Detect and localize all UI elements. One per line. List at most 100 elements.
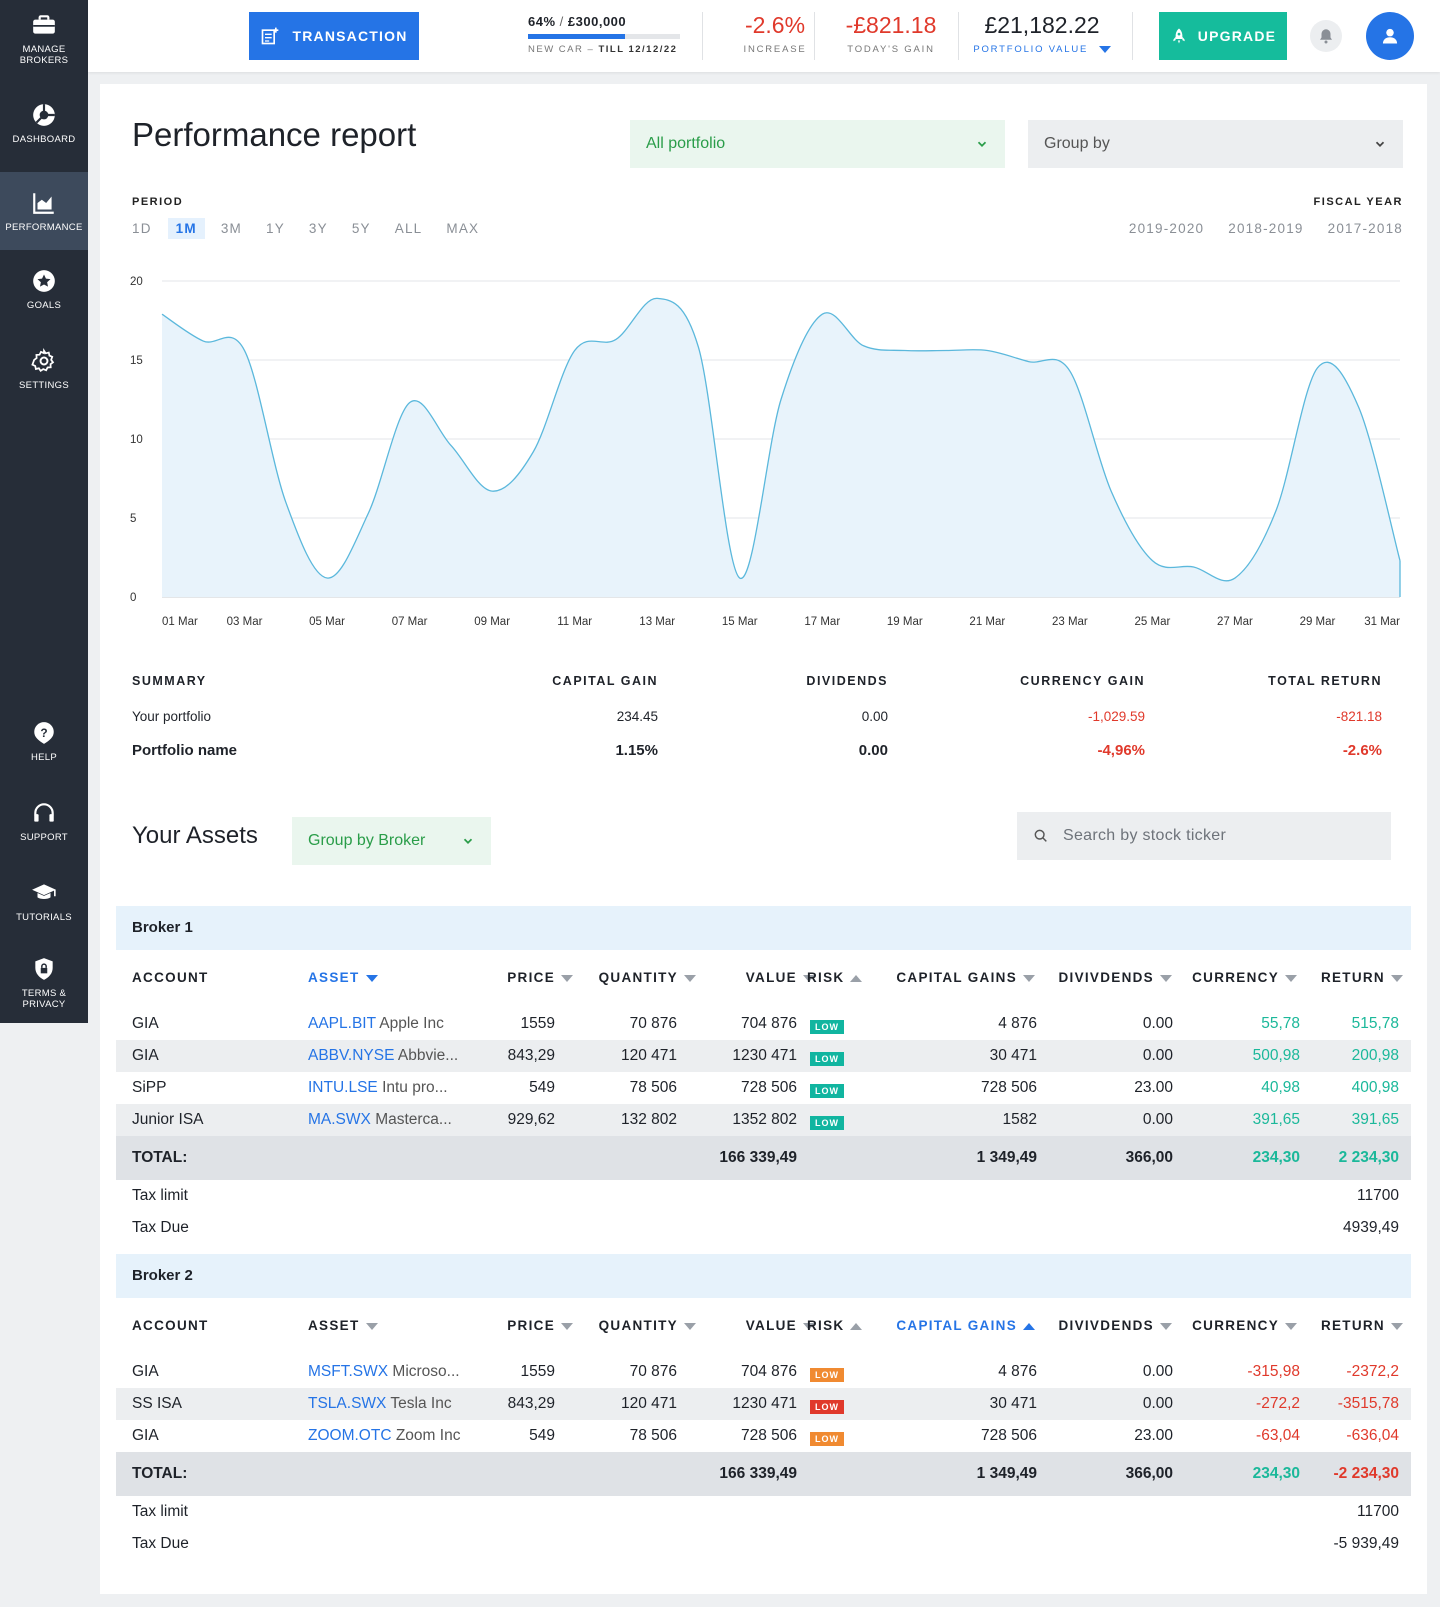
table-row[interactable]: GIA AAPL.BIT Apple Inc 1559 70 876 704 8… [116, 1008, 1411, 1040]
cell-return: 391,65 [1351, 1111, 1399, 1128]
col-price[interactable]: PRICE [507, 1318, 573, 1333]
summary-header-capital-gain: CAPITAL GAIN [552, 674, 658, 688]
period-all[interactable]: ALL [394, 221, 423, 236]
table-row[interactable]: GIA ABBV.NYSE Abbvie... 843,29 120 471 1… [116, 1040, 1411, 1072]
add-document-icon [262, 27, 279, 45]
col-currency[interactable]: CURRENCY [1192, 970, 1297, 985]
col-account[interactable]: ACCOUNT [132, 1318, 209, 1333]
upgrade-button[interactable]: UPGRADE [1159, 12, 1287, 60]
cell-return: 400,98 [1351, 1079, 1399, 1096]
y-tick-label: 15 [130, 355, 143, 367]
cell-dividends: 23.00 [1134, 1427, 1173, 1444]
table-row[interactable]: GIA MSFT.SWX Microso... 1559 70 876 704 … [116, 1356, 1411, 1388]
period-3y[interactable]: 3Y [308, 221, 328, 236]
period-5y[interactable]: 5Y [351, 221, 371, 236]
sidebar-item-tutorials[interactable]: TUTORIALS [0, 862, 88, 940]
goal-amount: £300,000 [567, 14, 627, 29]
cell-quantity: 132 802 [620, 1111, 677, 1128]
table-row[interactable]: SiPP INTU.LSE Intu pro... 549 78 506 728… [116, 1072, 1411, 1104]
col-account[interactable]: ACCOUNT [132, 970, 209, 985]
table-row[interactable]: Junior ISA MA.SWX Masterca... 929,62 132… [116, 1104, 1411, 1136]
stock-search-input[interactable] [1063, 827, 1363, 845]
goal-progress[interactable]: 64% / £300,000 NEW CAR – TILL 12/12/22 [528, 14, 688, 55]
col-label: PRICE [507, 1318, 555, 1333]
col-quantity[interactable]: QUANTITY [599, 970, 696, 985]
cell-dividends: 0.00 [1142, 1395, 1173, 1412]
group-by-broker-select[interactable]: Group by Broker [292, 817, 491, 865]
col-label: CURRENCY [1192, 1318, 1279, 1333]
gear-icon [31, 347, 55, 372]
cell-quantity: 120 471 [620, 1047, 677, 1064]
sidebar-item-terms-privacy[interactable]: TERMS & PRIVACY [0, 944, 88, 1022]
notifications-button[interactable] [1310, 20, 1342, 52]
col-dividends[interactable]: DIVIVDENDS [1058, 1318, 1172, 1333]
period-1m[interactable]: 1M [167, 218, 205, 239]
add-transaction-button[interactable]: TRANSACTION [249, 12, 419, 60]
user-avatar-button[interactable] [1366, 12, 1414, 60]
col-currency[interactable]: CURRENCY [1192, 1318, 1297, 1333]
fiscal-year-2018-2019[interactable]: 2018-2019 [1228, 221, 1304, 236]
portfolio-value-stat[interactable]: £21,182.22 PORTFOLIO VALUE [972, 12, 1112, 55]
col-asset[interactable]: ASSET [308, 970, 378, 985]
col-return[interactable]: RETURN [1321, 1318, 1403, 1333]
asset-ticker-link[interactable]: ZOOM.OTC [308, 1427, 392, 1444]
asset-ticker-link[interactable]: TSLA.SWX [308, 1395, 387, 1412]
fiscal-year-2017-2018[interactable]: 2017-2018 [1327, 221, 1403, 236]
period-1y[interactable]: 1Y [265, 221, 285, 236]
sort-desc-icon [1285, 974, 1297, 982]
col-label: RETURN [1320, 1318, 1385, 1333]
col-return[interactable]: RETURN [1321, 970, 1403, 985]
period-3m[interactable]: 3M [220, 221, 242, 236]
todays-gain-value: -£821.18 [845, 12, 937, 38]
col-value[interactable]: VALUE [746, 970, 815, 985]
col-label: CAPITAL GAINS [896, 970, 1017, 985]
col-value[interactable]: VALUE [746, 1318, 815, 1333]
table-row[interactable]: GIA ZOOM.OTC Zoom Inc 549 78 506 728 506… [116, 1420, 1411, 1452]
period-max[interactable]: MAX [446, 221, 480, 236]
sidebar-item-goals[interactable]: GOALS [0, 250, 88, 328]
cell-capital-gains: 4 876 [998, 1015, 1037, 1032]
col-capital-gains[interactable]: CAPITAL GAINS [896, 1318, 1035, 1333]
asset-ticker-link[interactable]: ABBV.NYSE [308, 1047, 395, 1064]
asset-ticker-link[interactable]: AAPL.BIT [308, 1015, 376, 1032]
col-risk[interactable]: RISK [807, 1318, 863, 1333]
col-label: DIVIVDENDS [1058, 1318, 1154, 1333]
table-row[interactable]: SS ISA TSLA.SWX Tesla Inc 843,29 120 471… [116, 1388, 1411, 1420]
group-by-select[interactable]: Group by [1028, 120, 1403, 168]
col-asset[interactable]: ASSET [308, 1318, 378, 1333]
sidebar-item-help[interactable]: ? HELP [0, 702, 88, 780]
broker-table: Broker 2 ACCOUNT ASSET PRICE QUANTITY VA… [116, 1254, 1411, 1560]
sidebar-item-dashboard[interactable]: DASHBOARD [0, 84, 88, 162]
cell-currency: 40,98 [1261, 1079, 1300, 1096]
goal-name: NEW CAR [528, 44, 584, 55]
col-price[interactable]: PRICE [507, 970, 573, 985]
asset-ticker-link[interactable]: MSFT.SWX [308, 1363, 389, 1380]
fiscal-year-2019-2020[interactable]: 2019-2020 [1128, 221, 1205, 236]
goal-percent: 64% [528, 14, 556, 29]
asset-ticker-link[interactable]: INTU.LSE [308, 1079, 378, 1096]
col-capital-gains[interactable]: CAPITAL GAINS [896, 970, 1035, 985]
x-tick-label: 05 Mar [309, 616, 345, 628]
sort-desc-icon [561, 1322, 573, 1330]
cell-return: -2372,2 [1346, 1363, 1399, 1380]
sidebar-item-settings[interactable]: SETTINGS [0, 330, 88, 408]
sidebar-item-support[interactable]: SUPPORT [0, 782, 88, 860]
cell-value: 728 506 [740, 1079, 797, 1096]
period-1d[interactable]: 1D [132, 221, 152, 236]
col-quantity[interactable]: QUANTITY [599, 1318, 696, 1333]
sort-desc-icon [1391, 974, 1403, 982]
chevron-down-icon [977, 141, 987, 147]
table-header-row: ACCOUNT ASSET PRICE QUANTITY VALUE RISK … [116, 1298, 1411, 1356]
col-dividends[interactable]: DIVIVDENDS [1058, 970, 1172, 985]
sidebar-item-manage-brokers[interactable]: MANAGE BROKERS [0, 0, 88, 78]
sidebar-item-performance[interactable]: PERFORMANCE [0, 172, 88, 250]
summary-capital-gain: 234.45 [616, 709, 658, 724]
col-risk[interactable]: RISK [807, 970, 863, 985]
portfolio-select[interactable]: All portfolio [630, 120, 1005, 168]
cell-price: 843,29 [507, 1395, 555, 1412]
x-tick-label: 27 Mar [1217, 616, 1253, 628]
chart-series-line [161, 297, 1401, 582]
total-capital-gains: 1 349,49 [976, 1465, 1037, 1482]
asset-ticker-link[interactable]: MA.SWX [308, 1111, 371, 1128]
risk-badge: LOW [810, 1052, 844, 1066]
